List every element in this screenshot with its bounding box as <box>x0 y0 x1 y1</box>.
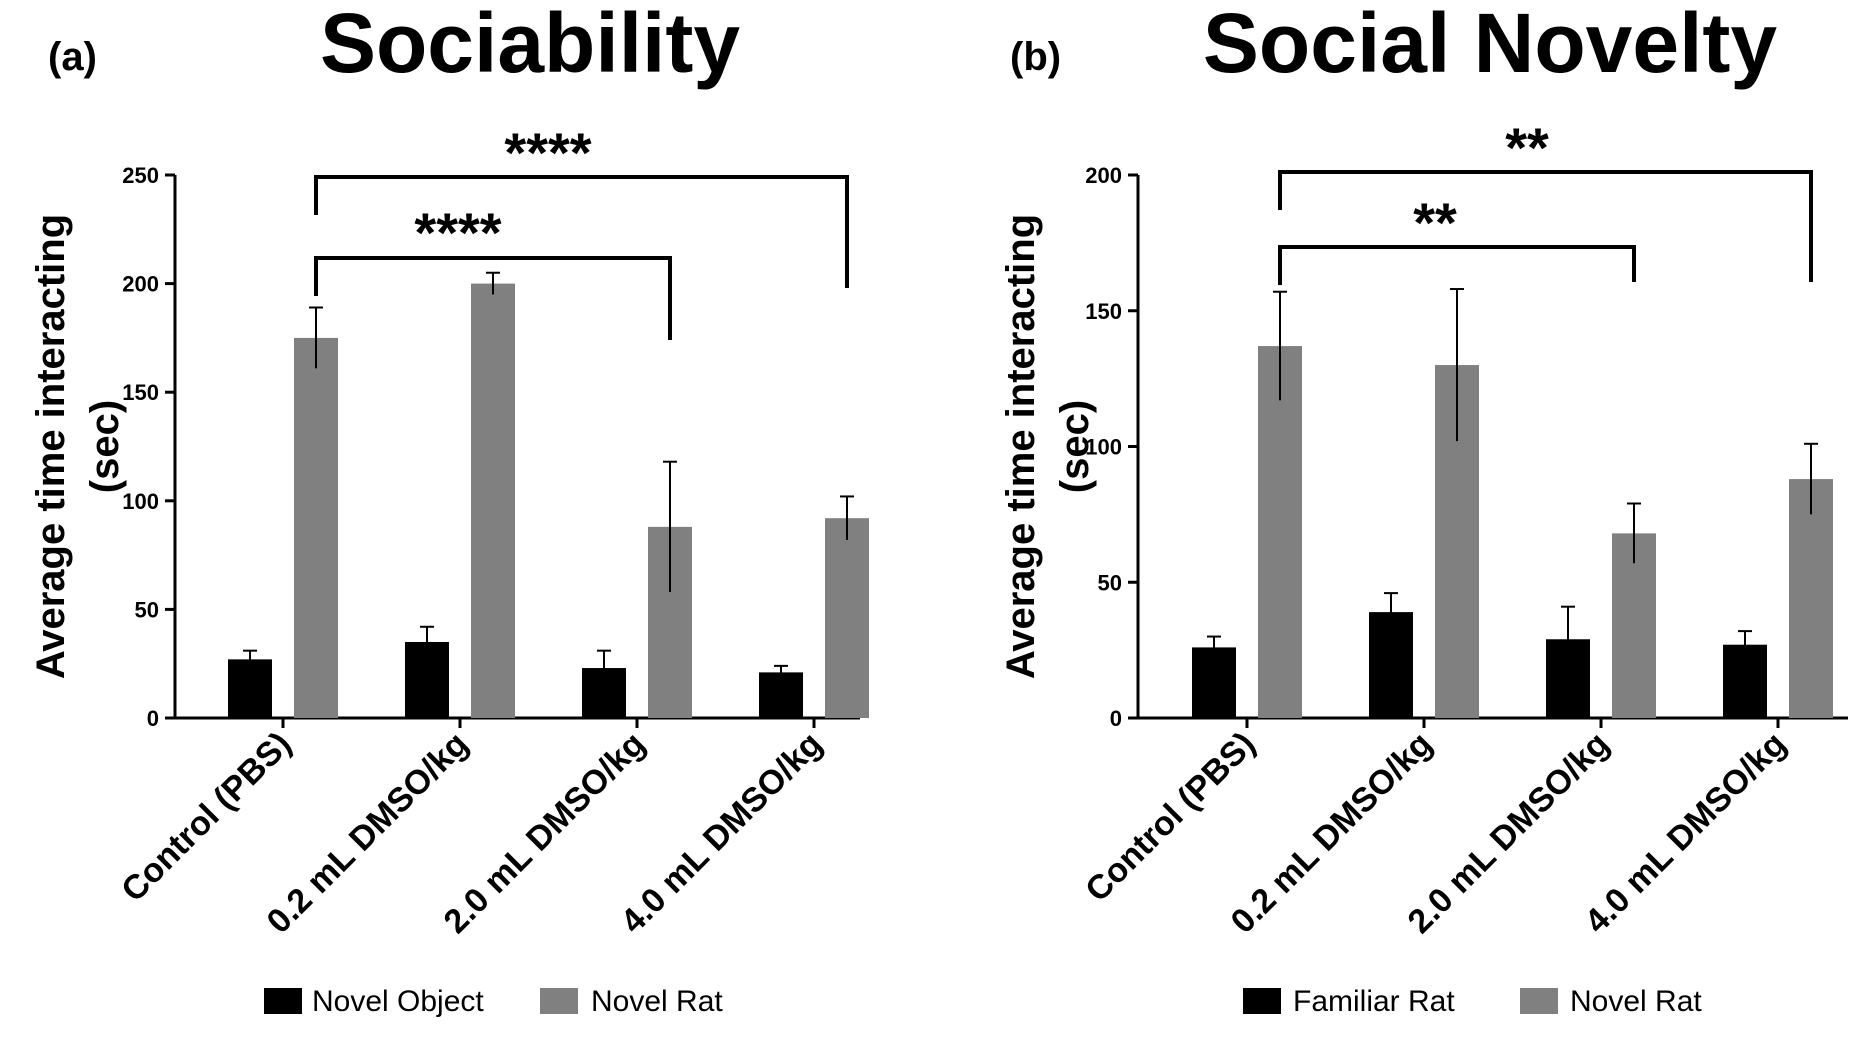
bar-series-2 <box>1612 533 1656 718</box>
legend-swatch <box>1243 988 1281 1014</box>
significance-label: **** <box>504 121 591 184</box>
bar-series-1 <box>228 659 272 718</box>
legend-swatch <box>1520 988 1558 1014</box>
significance-label: ** <box>1505 116 1549 179</box>
significance-label: ** <box>1413 191 1457 254</box>
y-axis-label-line-1: Average time interacting <box>999 214 1043 679</box>
legend-label: Novel Object <box>312 985 484 1018</box>
y-axis-label-line-1: Average time interacting <box>29 214 73 679</box>
chart-title: Sociability <box>320 0 740 90</box>
y-tick-label: 100 <box>1085 435 1122 460</box>
bar-series-2 <box>471 283 515 718</box>
panel-label: (b) <box>1010 35 1061 79</box>
chart-title: Social Novelty <box>1203 0 1778 90</box>
significance-bracket <box>314 175 849 288</box>
y-axis-label-line-2: (sec) <box>83 400 127 493</box>
legend-swatch <box>264 988 302 1014</box>
bar-series-2 <box>294 337 338 718</box>
y-tick-label: 100 <box>122 489 159 514</box>
legend-label: Novel Rat <box>591 985 723 1018</box>
y-tick-label: 200 <box>122 272 159 297</box>
significance-bracket <box>1278 170 1813 282</box>
y-axis-label-line-2: (sec) <box>1053 400 1097 493</box>
y-tick-label: 50 <box>135 597 159 622</box>
y-tick-label: 150 <box>122 380 159 405</box>
bar-series-1 <box>1192 647 1236 718</box>
bar-series-2 <box>1789 479 1833 718</box>
bar-series-2 <box>825 518 869 718</box>
y-tick-label: 150 <box>1085 299 1122 324</box>
y-tick-label: 200 <box>1085 163 1122 188</box>
y-tick-label: 0 <box>1110 706 1122 731</box>
y-tick-label: 250 <box>122 163 159 188</box>
significance-bracket <box>314 256 672 340</box>
significance-label: **** <box>414 201 501 264</box>
legend-label: Familiar Rat <box>1293 985 1455 1018</box>
bar-series-1 <box>759 672 803 718</box>
legend-swatch <box>540 988 578 1014</box>
panel-label: (a) <box>48 35 97 79</box>
significance-bracket <box>1278 245 1636 285</box>
x-tick-label: Control (PBS) <box>1078 725 1262 909</box>
bar-series-2 <box>1258 346 1302 718</box>
x-tick-label: Control (PBS) <box>114 725 298 909</box>
y-tick-label: 0 <box>147 706 159 731</box>
y-tick-label: 50 <box>1098 570 1122 595</box>
legend-label: Novel Rat <box>1570 985 1702 1018</box>
